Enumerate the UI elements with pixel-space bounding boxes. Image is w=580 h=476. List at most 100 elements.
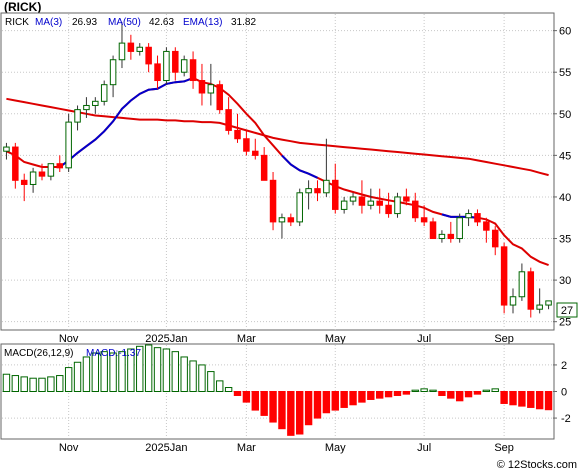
macd-bar [411, 389, 419, 392]
macd-bar [429, 389, 437, 392]
macd-bar [11, 375, 20, 392]
macd-bar [38, 377, 46, 393]
candle-body [252, 150, 259, 156]
macd-bar [313, 391, 322, 419]
last-price-badge [556, 302, 578, 318]
legend-ema13-value: 31.82 [231, 17, 256, 28]
macd-y-tick-label: 2 [561, 360, 567, 372]
macd-x-axis: Nov 2025Jan Mar May Jul Sep [59, 442, 514, 454]
macd-bar [349, 391, 357, 406]
macd-y-tick-label: 0 [561, 387, 567, 399]
candle-body [216, 84, 223, 111]
price-x-tick-label: Jul [417, 333, 431, 345]
macd-bar [224, 387, 233, 392]
candle-body [56, 163, 64, 169]
candle-body [38, 171, 46, 177]
candle-body [74, 109, 81, 123]
candle-body [447, 233, 455, 240]
candle-body [225, 109, 232, 131]
candle-body [136, 46, 144, 52]
candle-body [287, 217, 295, 223]
macd-bar [29, 377, 37, 393]
macd-bar [171, 351, 179, 392]
macd-bar [73, 361, 82, 392]
macd-bar [180, 356, 188, 393]
candle-body [154, 63, 161, 82]
candles-layer [3, 22, 552, 318]
price-y-tick-label: 40 [559, 192, 571, 204]
candle-body [545, 300, 552, 306]
candle-body [269, 179, 277, 223]
macd-bar [420, 388, 428, 393]
price-y-tick-label: 50 [559, 109, 571, 121]
macd-bar [260, 391, 268, 416]
candle-body [314, 188, 321, 194]
macd-bar [82, 356, 91, 393]
macd-bar [64, 367, 73, 393]
candle-body [118, 42, 126, 61]
macd-bar [278, 391, 286, 430]
candle-body [3, 146, 10, 152]
macd-bar [56, 375, 64, 392]
macd-bar [455, 391, 464, 402]
macd-bar [544, 391, 553, 411]
candle-body [83, 104, 90, 111]
candle-body [394, 196, 401, 215]
macd-bar [358, 391, 366, 403]
candle-body [65, 121, 72, 169]
candle-body [172, 50, 179, 73]
candle-body [305, 188, 312, 194]
macd-bar [207, 371, 215, 393]
macd-bar [127, 348, 135, 393]
price-x-tick-label: May [325, 333, 346, 345]
candle-body [29, 171, 37, 185]
candle-body [500, 246, 508, 306]
candle-body [207, 84, 215, 94]
price-y-tick-label: 45 [559, 150, 571, 162]
candle-body [100, 84, 108, 102]
candle-body [483, 221, 490, 231]
macd-bar [527, 391, 535, 408]
candle-body [109, 59, 117, 86]
candle-body [358, 196, 366, 206]
price-y-axis: 25 30 35 40 45 50 55 60 [553, 26, 571, 329]
candle-body [180, 59, 188, 73]
macd-bar [162, 348, 171, 393]
macd-bar [233, 391, 242, 396]
candle-body [323, 179, 330, 194]
price-x-tick-label: Mar [237, 333, 256, 345]
last-price-value: 27 [561, 305, 573, 317]
ema13-up-segment [59, 77, 194, 168]
macd-x-tick-label: 2025Jan [145, 442, 187, 454]
candle-body [536, 304, 543, 310]
price-y-tick-label: 35 [559, 234, 571, 246]
candle-body [376, 200, 383, 206]
macd-bar [269, 391, 277, 423]
candle-body [349, 196, 357, 202]
macd-legend-label: MACD(26,12,9) [4, 348, 73, 359]
macd-bar [509, 391, 517, 406]
macd-bar [2, 373, 11, 393]
candle-body [163, 50, 170, 82]
macd-bar [109, 352, 117, 393]
legend-ma3-value: 26.93 [72, 17, 97, 28]
price-x-axis: Nov 2025Jan Mar May Jul Sep [59, 333, 514, 345]
candle-body [189, 59, 197, 82]
macd-bar [464, 391, 473, 398]
macd-bar [384, 391, 393, 398]
watermark: © 12Stocks.com [497, 459, 577, 471]
candle-body [332, 179, 339, 210]
candle-body [491, 229, 499, 248]
candle-body [456, 217, 463, 240]
macd-x-tick-label: Mar [237, 442, 256, 454]
price-panel [0, 12, 555, 331]
macd-bar [473, 391, 482, 395]
macd-bar [153, 347, 162, 392]
legend-ma50-label: MA(50) [108, 17, 141, 28]
macd-bar [20, 376, 28, 392]
macd-bar [376, 391, 384, 399]
candle-body [127, 42, 135, 52]
macd-bar [216, 380, 224, 393]
macd-x-tick-label: Jul [417, 442, 431, 454]
